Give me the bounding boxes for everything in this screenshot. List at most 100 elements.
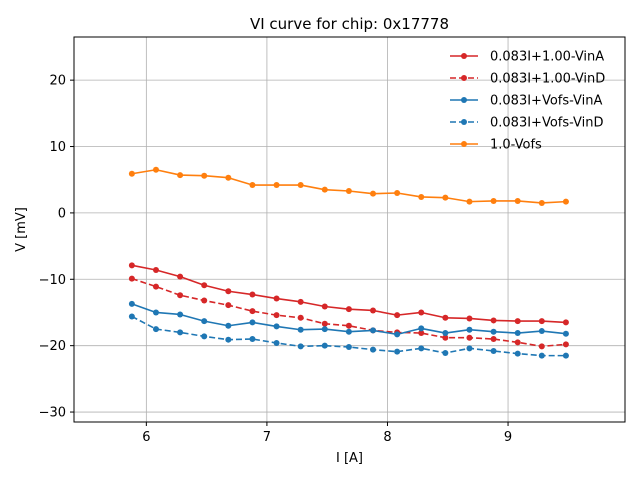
legend-label: 1.0-Vofs [490,138,542,153]
data-point [273,323,280,330]
data-point [466,326,473,333]
data-point [225,288,232,295]
data-point [370,346,377,353]
series-4 [128,166,569,206]
data-point [418,330,425,337]
x-axis-label: I [A] [336,451,363,466]
data-point [152,266,159,273]
data-point [249,308,256,315]
data-point [466,334,473,341]
data-point [321,303,328,310]
data-point [490,336,497,343]
data-point [128,313,135,320]
data-point [225,174,232,181]
legend-item: 1.0-Vofs [450,138,542,153]
data-point [538,352,545,359]
data-point [297,343,304,350]
chart-title: VI curve for chip: 0x17778 [250,15,449,33]
legend-item: 0.083I+Vofs-VinD [450,116,604,131]
data-point [128,170,135,177]
data-point [297,326,304,333]
legend-item: 0.083I+1.00-VinA [450,50,604,65]
data-point [177,329,184,336]
x-tick-label: 6 [142,430,150,445]
data-point [538,318,545,325]
data-point [394,312,401,319]
data-point [418,345,425,352]
y-tick-label: −30 [39,406,66,421]
data-point [128,262,135,269]
data-point [514,318,521,325]
legend-marker [461,119,467,125]
data-point [321,186,328,193]
x-tick-label: 7 [263,430,271,445]
data-point [345,328,352,335]
data-point [297,314,304,321]
data-point [201,282,208,289]
data-point [490,197,497,204]
data-point [177,292,184,299]
data-point [128,300,135,307]
data-point [225,336,232,343]
legend: 0.083I+1.00-VinA 0.083I+1.00-VinD 0.083I+V… [450,50,605,153]
data-point [321,320,328,327]
data-point [538,199,545,206]
data-point [249,336,256,343]
legend-marker [461,53,467,59]
data-point [297,298,304,305]
data-point [345,322,352,329]
data-point [345,188,352,194]
data-point [466,345,473,352]
data-point [249,319,256,326]
legend-label: 0.083I+1.00-VinD [490,72,605,87]
data-point [201,172,208,179]
series-2 [128,300,569,338]
data-point [394,331,401,338]
series-3 [128,313,569,359]
legend-label: 0.083I+Vofs-VinD [490,116,604,131]
y-tick-label: 20 [49,74,66,89]
data-point [466,315,473,322]
data-point [562,319,569,326]
data-point [538,328,545,335]
data-point [418,325,425,332]
data-point [321,342,328,349]
data-point [345,343,352,350]
data-point [177,172,184,179]
data-point [249,291,256,298]
x-tick-label: 8 [383,430,391,445]
data-point [152,326,159,333]
data-point [177,311,184,318]
data-point [442,349,449,356]
data-point [249,182,256,189]
data-point [273,340,280,347]
data-point [418,309,425,316]
data-point [562,341,569,348]
data-point [225,302,232,309]
data-point [442,330,449,337]
data-point [273,295,280,302]
data-point [201,297,208,304]
y-tick-label: −20 [39,339,66,354]
data-point [225,322,232,329]
series-1 [128,275,569,350]
legend-marker [461,141,467,147]
data-point [345,306,352,313]
data-point [562,352,569,359]
data-point [442,314,449,321]
legend-marker [461,75,467,81]
data-point [297,182,304,189]
data-point [370,307,377,314]
series-layer [128,166,569,359]
data-point [490,317,497,324]
y-tick-label: 0 [58,206,66,221]
data-point [152,309,159,316]
data-point [394,348,401,355]
data-point [418,193,425,200]
data-point [128,275,135,282]
data-point [514,339,521,346]
data-point [273,312,280,319]
data-point [514,330,521,337]
series-0 [128,262,569,326]
